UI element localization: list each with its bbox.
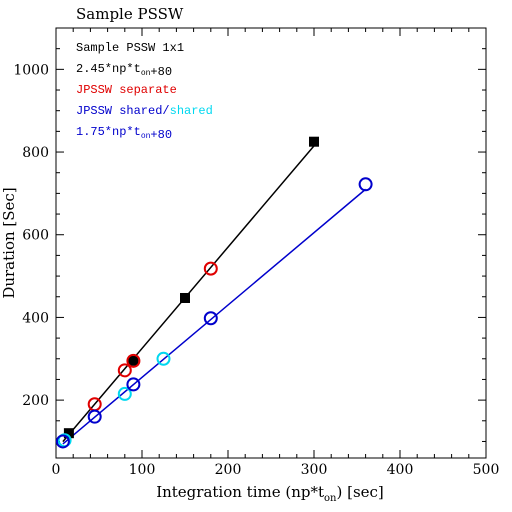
y-tick-label: 600 — [22, 228, 49, 244]
x-tick-label: 0 — [52, 462, 61, 478]
plot-frame — [55, 27, 487, 459]
legend-entry: 1.75*np*ton+80 — [76, 125, 172, 142]
data-point-square — [309, 136, 319, 147]
legend-entry: JPSSW separate — [76, 83, 177, 97]
chart-title: Sample PSSW — [76, 5, 184, 23]
data-point-circle — [117, 386, 132, 401]
x-tick-label: 300 — [301, 462, 328, 478]
fit-lines — [62, 145, 367, 445]
data-point-circle — [117, 363, 132, 378]
x-tick-label: 200 — [215, 462, 242, 478]
data-point-circle — [203, 261, 218, 276]
data-point-square — [180, 292, 190, 303]
x-axis-label: Integration time (np*ton) [sec] — [156, 483, 384, 504]
legend: Sample PSSW 1x1 2.45*np*ton+80 JPSSW separ… — [76, 41, 213, 142]
x-tick-label: 500 — [473, 462, 500, 478]
data-point-circle — [156, 351, 171, 366]
data-point-circle — [358, 177, 373, 192]
legend-entry: JPSSW shared/shared — [76, 104, 213, 118]
x-tick-label: 400 — [387, 462, 414, 478]
data-point-circle — [126, 377, 141, 392]
legend-entry: Sample PSSW 1x1 — [76, 41, 184, 55]
y-tick-label: 1000 — [13, 62, 49, 78]
axis-ticks — [55, 27, 487, 458]
data-point-square — [128, 355, 139, 366]
legend-entry: 2.45*np*ton+80 — [76, 62, 172, 79]
tick-labels: 0 100 200 300 400 500 200 400 600 800 1000 — [13, 62, 499, 478]
y-axis-label: Duration [Sec] — [0, 187, 18, 298]
y-tick-label: 800 — [22, 145, 49, 161]
data-points — [55, 136, 373, 449]
data-point-circle — [55, 434, 70, 449]
data-point-circle — [126, 353, 141, 368]
y-tick-label: 400 — [22, 310, 49, 326]
y-tick-label: 200 — [22, 393, 49, 409]
data-point-square — [63, 428, 74, 439]
data-point-circle — [87, 409, 102, 424]
x-tick-label: 100 — [129, 462, 156, 478]
data-point-circle — [203, 311, 218, 326]
fit-line — [62, 188, 367, 445]
